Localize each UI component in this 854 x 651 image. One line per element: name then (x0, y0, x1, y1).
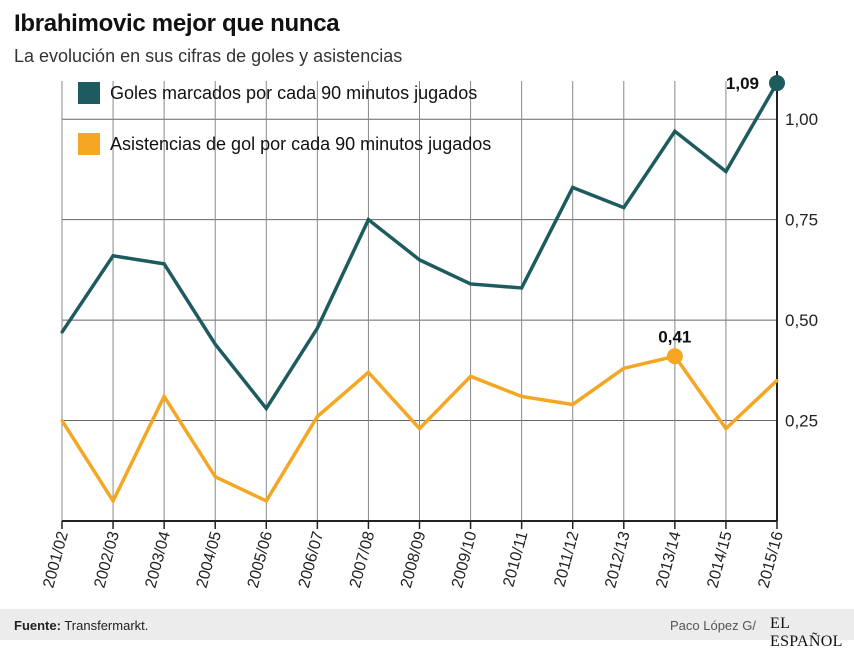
data-point-0-3 (213, 342, 217, 346)
data-point-0-11 (622, 206, 626, 210)
highlight-point-1 (666, 348, 683, 365)
data-point-0-8 (469, 282, 473, 286)
data-point-1-2 (162, 394, 166, 398)
x-tick-label-6: 2007/08 (347, 530, 378, 590)
data-label-1: 0,41 (658, 327, 691, 346)
x-tick-label-11: 2012/13 (602, 530, 633, 590)
x-tick-label-10: 2011/12 (551, 530, 582, 589)
data-point-0-9 (520, 286, 524, 290)
legend-swatch-asistencias (78, 133, 100, 155)
y-tick-label-2: 0,75 (785, 211, 818, 230)
author-credit: Paco López G/ (670, 618, 756, 633)
x-tick-label-1: 2002/03 (92, 530, 123, 590)
x-tick-label-14: 2015/16 (755, 530, 786, 590)
data-point-1-9 (520, 394, 524, 398)
data-point-1-6 (366, 370, 370, 374)
data-point-1-8 (469, 374, 473, 378)
legend-label-goles: Goles marcados por cada 90 minutos jugad… (110, 82, 478, 103)
data-point-0-1 (111, 254, 115, 258)
data-point-1-1 (111, 499, 115, 503)
data-point-0-4 (264, 407, 268, 410)
data-point-0-13 (724, 169, 728, 173)
y-tick-label-1: 0,50 (785, 311, 818, 330)
data-point-1-13 (724, 427, 728, 431)
x-tick-label-2: 2003/04 (143, 530, 174, 590)
data-point-1-14 (775, 378, 779, 382)
legend-item-asistencias: Asistencias de gol por cada 90 minutos j… (78, 133, 491, 155)
source-value: Transfermarkt. (64, 618, 149, 633)
x-tick-label-0: 2001/02 (40, 530, 71, 590)
data-point-1-3 (213, 475, 217, 479)
data-point-0-7 (418, 258, 421, 262)
data-point-1-7 (418, 427, 421, 431)
legend-swatch-goles (78, 82, 100, 104)
data-point-1-4 (264, 499, 268, 503)
data-point-0-0 (60, 330, 64, 334)
data-point-0-5 (315, 326, 319, 330)
data-label-0: 1,09 (726, 74, 759, 93)
x-tick-label-9: 2010/11 (500, 530, 531, 589)
line-chart: 0,25 0,50 0,75 1,00 2001/02 2002/03 2003/04 200… (40, 71, 818, 590)
data-point-1-5 (315, 415, 319, 419)
source-label: Fuente: (14, 618, 61, 633)
legend-label-asistencias: Asistencias de gol por cada 90 minutos j… (110, 133, 492, 154)
y-tick-label-3: 1,00 (785, 110, 818, 129)
x-tick-label-8: 2009/10 (449, 530, 480, 590)
highlight-point-0 (769, 75, 785, 92)
x-tick-label-5: 2006/07 (296, 530, 327, 590)
footer: Fuente: Transfermarkt. Paco López G/ EL … (0, 609, 854, 650)
data-point-0-6 (366, 218, 370, 222)
chart-subtitle: La evolución en sus cifras de goles y as… (14, 46, 403, 66)
data-point-1-10 (571, 402, 575, 406)
data-point-0-2 (162, 262, 166, 266)
x-tick-label-3: 2004/05 (194, 530, 225, 590)
source-credit: Fuente: Transfermarkt. (14, 618, 148, 633)
chart-title: Ibrahimovic mejor que nunca (14, 10, 340, 37)
data-point-1-0 (60, 419, 64, 423)
brand-logo: EL ESPAÑOL (770, 615, 843, 650)
legend-item-goles: Goles marcados por cada 90 minutos jugad… (78, 82, 477, 104)
data-point-1-11 (622, 366, 626, 370)
data-point-0-10 (571, 186, 575, 190)
x-tick-label-12: 2013/14 (653, 530, 684, 590)
x-tick-label-7: 2008/09 (398, 530, 429, 590)
x-tick-label-13: 2014/15 (704, 530, 735, 590)
x-tick-label-4: 2005/06 (245, 530, 276, 590)
data-point-0-12 (673, 129, 677, 133)
y-tick-label-0: 0,25 (785, 412, 818, 431)
